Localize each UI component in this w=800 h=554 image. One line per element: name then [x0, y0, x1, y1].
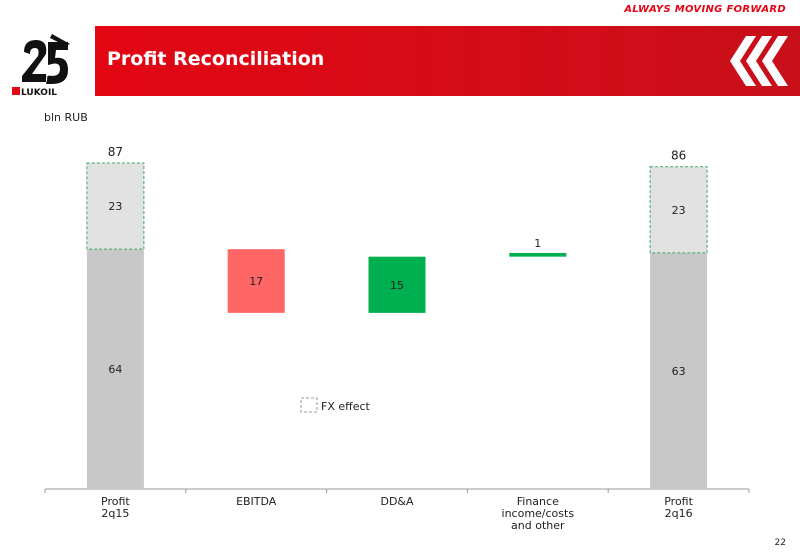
legend-swatch-fx — [300, 397, 318, 413]
legend-label-fx: FX effect — [321, 400, 371, 413]
lukoil-25-years-logo: YEARS LUKOIL — [12, 34, 70, 98]
data-label-total: 86 — [671, 149, 686, 163]
category-label: DD&A — [380, 495, 414, 508]
unit-label: bln RUB — [44, 111, 88, 124]
data-label-total: 87 — [108, 145, 123, 159]
bar-increase — [368, 256, 426, 313]
bar-fx-effect — [649, 166, 708, 254]
bar-fx-effect — [86, 162, 145, 250]
data-label-base: 63 — [672, 365, 686, 378]
data-label-fx: 23 — [672, 204, 686, 217]
data-label-fx: 23 — [108, 200, 122, 213]
category-label: Profit 2q16 — [664, 495, 693, 520]
page-number: 22 — [774, 538, 786, 548]
data-label-base: 64 — [108, 363, 122, 376]
category-label: EBITDA — [236, 495, 277, 508]
data-label-value: 17 — [249, 275, 263, 288]
page-title: Profit Reconciliation — [107, 48, 325, 70]
bar-decrease — [227, 249, 285, 313]
bar-base — [86, 249, 144, 489]
data-label-value: 1 — [534, 237, 541, 250]
bar-increase — [509, 252, 567, 257]
category-label: Finance income/costs and other — [502, 495, 575, 532]
chevrons-icon — [730, 36, 788, 86]
svg-text:LUKOIL: LUKOIL — [21, 88, 57, 98]
tagline: ALWAYS MOVING FORWARD — [624, 4, 786, 15]
svg-text:YEARS: YEARS — [45, 75, 59, 80]
bar-base — [650, 252, 708, 489]
title-banner: Profit Reconciliation — [95, 26, 800, 96]
category-label: Profit 2q15 — [101, 495, 130, 520]
data-label-value: 15 — [390, 279, 404, 292]
